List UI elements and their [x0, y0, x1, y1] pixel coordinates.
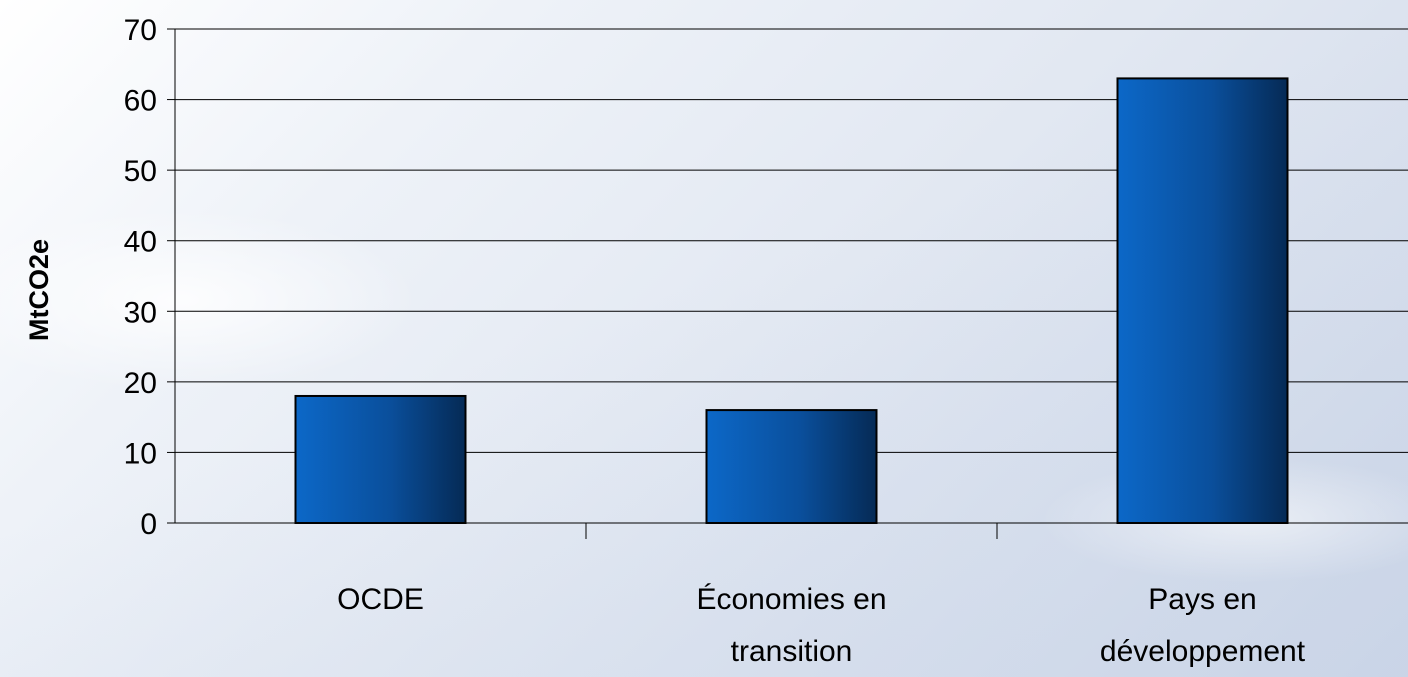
y-tick-label: 50	[124, 155, 157, 188]
y-tick-label: 10	[124, 437, 157, 470]
bar	[294, 394, 467, 525]
y-axis-title: MtCO2e	[24, 239, 54, 341]
y-tick-label: 0	[140, 508, 157, 541]
bars	[294, 77, 1289, 525]
bar	[1116, 77, 1289, 525]
y-tick-label: 40	[124, 226, 157, 259]
x-category-label: Économies en	[696, 583, 886, 616]
x-category-label: OCDE	[337, 583, 424, 616]
bar	[705, 409, 878, 525]
y-tick-label: 30	[124, 296, 157, 329]
y-tick-label: 60	[124, 85, 157, 118]
category-labels: OCDE Économies en transition Pays en dévelop…	[337, 583, 1306, 668]
x-category-label: Pays en	[1148, 583, 1256, 616]
y-tick-label: 70	[124, 14, 157, 47]
y-tick-labels: 0 10 20 30 40 50 60 70	[124, 14, 157, 541]
x-category-label: développement	[1100, 635, 1306, 668]
y-tick-label: 20	[124, 367, 157, 400]
x-category-label: transition	[731, 635, 853, 668]
axes	[167, 28, 1408, 539]
